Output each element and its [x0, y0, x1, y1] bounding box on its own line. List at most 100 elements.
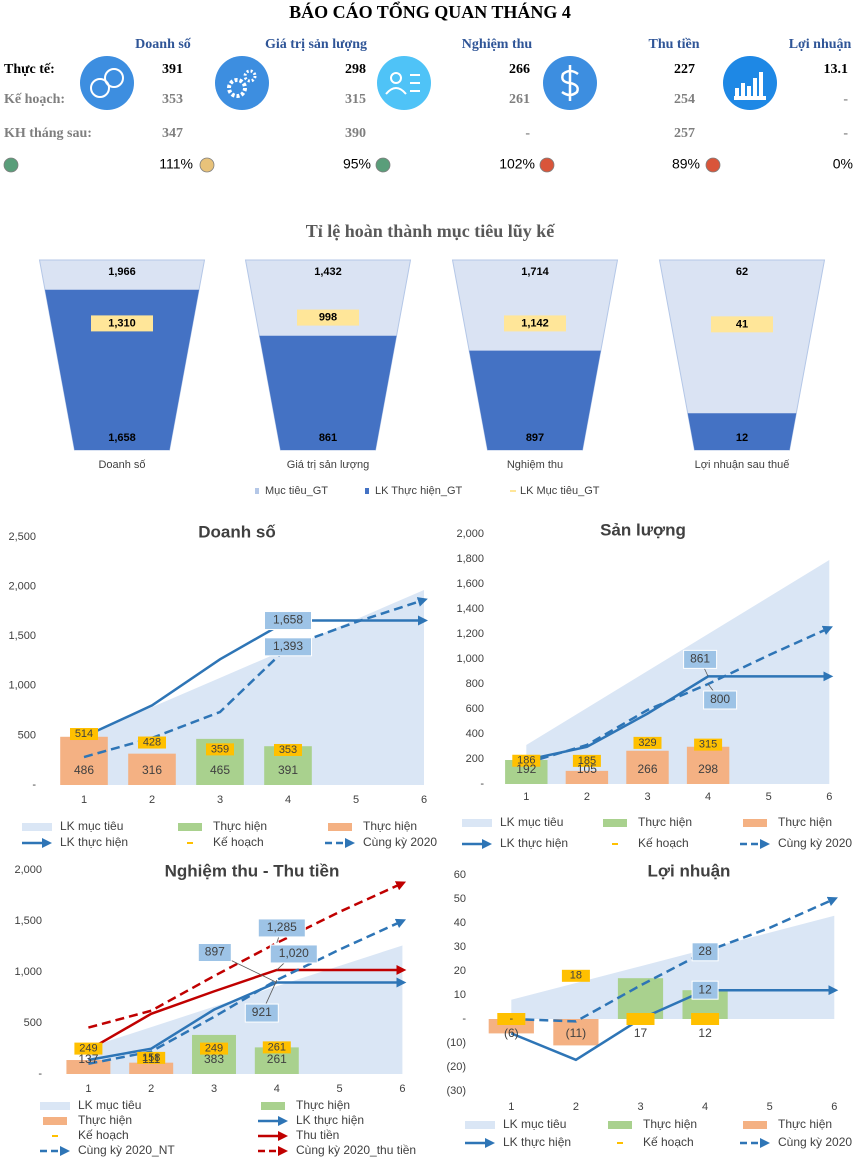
legend-symbol	[743, 1121, 767, 1129]
plan-marker	[633, 736, 662, 749]
legend-symbol	[617, 1142, 623, 1144]
y-tick-label: 1,500	[14, 915, 42, 927]
plan-label: 249	[79, 1043, 97, 1055]
legend-label: LK thực hiện	[500, 836, 568, 850]
legend-symbol	[612, 843, 618, 845]
line-label: 1,393	[273, 639, 303, 653]
y-tick-label: 2,500	[8, 531, 36, 543]
funnel-actual-label: 1,658	[108, 432, 136, 444]
plan-marker	[262, 1041, 291, 1054]
row-label: Kế hoạch:	[4, 92, 65, 107]
kpi-value: 298	[345, 62, 366, 77]
line-label-box	[197, 943, 232, 963]
legend-label: LK mục tiêu	[503, 1117, 566, 1131]
bar	[553, 1019, 599, 1046]
legend-label: Kế hoạch	[643, 1135, 694, 1149]
legend-label: Cùng kỳ 2020_NT	[78, 1143, 175, 1157]
y-tick-label: 1,000	[456, 653, 484, 665]
line-label: 800	[710, 692, 730, 706]
bar	[686, 746, 730, 784]
x-tick-label: 4	[705, 791, 711, 803]
plan-marker	[561, 969, 590, 982]
line	[87, 964, 407, 1052]
y-tick-label: 1,400	[456, 603, 484, 615]
kpi-name: Thu tiền	[649, 37, 700, 52]
x-tick-label: 6	[831, 1101, 837, 1113]
kpi-value: 266	[509, 62, 530, 77]
x-tick-label: 6	[399, 1083, 405, 1095]
y-tick-label: 1,200	[456, 628, 484, 640]
y-tick-label: 20	[454, 965, 466, 977]
line	[83, 615, 428, 738]
y-tick-label: -	[38, 1068, 42, 1080]
legend-label: LK mục tiêu	[78, 1098, 141, 1112]
legend-label: Thực hiện	[363, 819, 417, 833]
x-tick-label: 3	[637, 1101, 643, 1113]
bar-label: (11)	[566, 1026, 586, 1040]
y-tick-label: 1,500	[8, 630, 36, 642]
legend-label: LK Thực hiện_GT	[375, 485, 463, 497]
area	[84, 589, 424, 785]
x-tick-label: 2	[584, 791, 590, 803]
line	[510, 985, 839, 1062]
y-tick-label: -	[480, 778, 484, 790]
line-label: 921	[252, 1005, 272, 1019]
chart-title: Lợi nhuận	[648, 861, 731, 880]
x-tick-label: 1	[85, 1083, 91, 1095]
bar-label: (6)	[504, 1026, 519, 1040]
icon-bars	[734, 72, 766, 100]
kpi-completion: 0%	[833, 156, 853, 172]
legend-label: Cùng kỳ 2020_thu tiền	[296, 1143, 416, 1157]
plan-label: 185	[578, 755, 596, 767]
funnel-plan-label: 1,142	[521, 317, 549, 329]
legend-symbol	[608, 1121, 632, 1129]
line	[511, 896, 838, 1023]
legend-label: Cùng kỳ 2020	[778, 836, 852, 850]
plan-marker	[274, 743, 302, 756]
plan-marker	[137, 1051, 166, 1064]
line-label-box	[264, 637, 312, 657]
funnel-actual	[44, 289, 200, 450]
legend-label: Cùng kỳ 2020	[363, 835, 437, 849]
plan-label: 18	[570, 970, 582, 982]
y-tick-label: 50	[454, 893, 466, 905]
legend-label: Thực hiện	[643, 1117, 697, 1131]
y-tick-label: 1,800	[456, 553, 484, 565]
plan-marker	[138, 736, 166, 749]
y-tick-label: 40	[454, 917, 466, 929]
plan-label: 359	[211, 743, 229, 755]
report-title: BÁO CÁO TỔNG QUAN THÁNG 4	[289, 1, 571, 22]
x-tick-label: 6	[421, 794, 427, 806]
legend-symbol	[52, 1135, 58, 1137]
line-label-box	[264, 611, 312, 631]
row-label: KH tháng sau:	[4, 126, 92, 141]
x-tick-label: 3	[644, 791, 650, 803]
plan-label: 428	[143, 736, 161, 748]
line-label: 1,020	[279, 946, 309, 960]
y-tick-label: 10	[454, 989, 466, 1001]
line-label-box	[257, 918, 306, 938]
legend-symbol	[465, 1121, 495, 1129]
bar	[565, 770, 609, 784]
kpi-value: -	[843, 92, 848, 107]
y-tick-label: 2,000	[456, 528, 484, 540]
kpi-value: -	[843, 126, 848, 141]
legend-label: Thực hiện	[78, 1113, 132, 1127]
kpi-value: 353	[162, 92, 183, 107]
x-tick-label: 5	[337, 1083, 343, 1095]
chart-title: Sản lượng	[600, 520, 686, 539]
legend-label: LK Mục tiêu_GT	[520, 485, 600, 497]
area	[526, 560, 830, 784]
plan-marker	[206, 743, 234, 756]
kpi-value: 390	[345, 126, 366, 141]
x-tick-label: 4	[285, 794, 291, 806]
legend-label: Cùng kỳ 2020	[778, 1135, 852, 1149]
chart-title: Doanh số	[198, 522, 275, 541]
legend-symbol	[43, 1117, 67, 1125]
funnel-actual-label: 12	[736, 432, 748, 444]
funnel-plan-marker	[91, 315, 153, 332]
y-tick-label: 200	[466, 753, 484, 765]
plan-marker	[74, 1042, 103, 1055]
y-tick-label: 400	[466, 728, 484, 740]
x-tick-label: 1	[523, 791, 529, 803]
